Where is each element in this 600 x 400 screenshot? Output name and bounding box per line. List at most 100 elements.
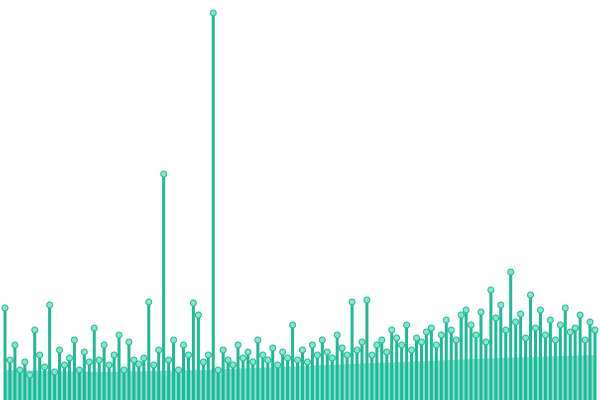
marker [393,334,401,342]
marker [413,334,421,342]
marker [95,356,103,364]
marker [522,334,530,342]
marker [100,341,108,349]
marker [541,331,549,339]
marker [298,346,306,354]
marker [551,336,559,344]
marker [130,356,138,364]
marker [378,336,386,344]
marker [70,336,78,344]
marker [323,348,331,356]
marker [452,336,460,344]
marker [209,9,217,17]
marker [244,348,252,356]
marker [269,344,277,352]
marker [85,358,93,366]
marker [115,331,123,339]
marker [259,351,267,359]
marker [363,296,371,304]
marker [51,368,59,376]
marker [224,356,232,364]
marker [289,321,297,329]
marker [373,341,381,349]
marker [576,311,584,319]
marker [75,366,83,374]
marker [140,354,148,362]
marker [36,351,44,359]
marker [6,356,14,364]
marker [477,308,485,316]
marker [492,314,500,322]
marker [60,361,68,369]
marker [313,351,321,359]
marker [105,361,113,369]
marker [16,366,24,374]
marker [194,311,202,319]
marker [487,286,495,294]
marker [462,306,470,314]
marker [532,324,540,332]
marker [403,321,411,329]
marker [447,326,455,334]
marker [472,331,480,339]
marker [536,306,544,314]
marker [234,341,242,349]
marker [204,351,212,359]
marker [328,354,336,362]
marker [427,324,435,332]
marker [586,318,594,326]
marker [358,338,366,346]
marker [56,346,64,354]
marker [343,351,351,359]
marker [388,326,396,334]
marker [556,321,564,329]
marker [517,310,525,318]
marker [179,341,187,349]
marker [437,331,445,339]
marker [65,354,73,362]
marker [284,354,292,362]
marker [432,341,440,349]
marker [467,321,475,329]
marker [184,351,192,359]
marker [80,348,88,356]
marker [274,361,282,369]
marker [348,298,356,306]
marker [422,328,430,336]
marker [507,268,515,276]
marker [417,338,425,346]
marker [442,316,450,324]
marker [512,318,520,326]
marker [21,358,29,366]
marker [189,299,197,307]
marker [1,304,9,312]
marker [527,291,535,299]
marker [353,346,361,354]
marker [254,336,262,344]
marker [279,348,287,356]
marker [41,363,49,371]
marker [219,346,227,354]
marker [170,336,178,344]
marker [294,356,302,364]
marker [561,304,569,312]
marker [165,356,173,364]
marker [338,344,346,352]
marker [229,361,237,369]
marker [160,170,168,178]
marker [333,331,341,339]
marker [199,358,207,366]
marker [581,336,589,344]
marker [308,341,316,349]
marker [11,341,19,349]
marker [175,366,183,374]
marker [145,298,153,306]
marker [239,354,247,362]
marker [249,358,257,366]
marker [546,316,554,324]
marker [26,371,34,379]
marker [591,326,599,334]
marker [383,348,391,356]
marker [566,328,574,336]
